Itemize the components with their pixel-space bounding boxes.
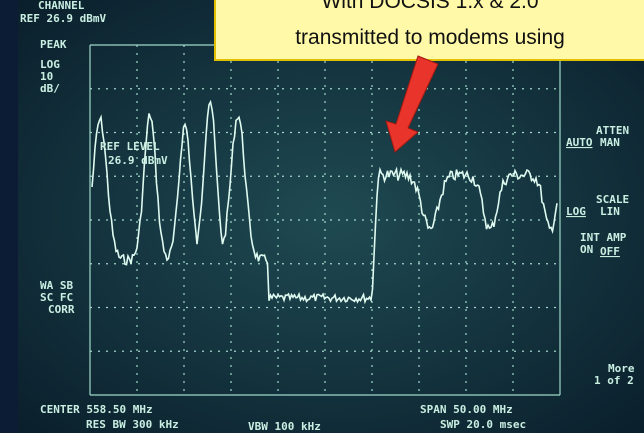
footer-text: CENTER 558.50 MHz bbox=[40, 403, 153, 416]
ref-level: REF LEVEL bbox=[100, 140, 160, 153]
softkey-option: LOG bbox=[566, 205, 586, 218]
softkey-option: MAN bbox=[600, 136, 620, 149]
callout-text: With DOCSIS 1.x & 2.0 bbox=[321, 0, 538, 13]
channel-label: CHANNEL bbox=[38, 0, 85, 12]
screen bbox=[18, 0, 644, 433]
footer-text: VBW 100 kHz bbox=[248, 420, 321, 433]
page: CHANNEL REF 26.9 dBmV PEAK LOG 10 dB/ RE… bbox=[0, 0, 644, 433]
softkey-option: ON bbox=[580, 243, 593, 256]
footer-text: RES BW 300 kHz bbox=[86, 418, 179, 431]
ref-label: REF 26.9 dBmV bbox=[20, 12, 106, 25]
softkey-option: 1 of 2 bbox=[594, 374, 634, 387]
callout-text: transmitted to modems using bbox=[295, 26, 565, 49]
left-label: dB/ bbox=[40, 82, 60, 95]
footer-text: SWP 20.0 msec bbox=[440, 418, 526, 431]
softkey-option: LIN bbox=[600, 205, 620, 218]
photo: CHANNEL REF 26.9 dBmV PEAK LOG 10 dB/ RE… bbox=[0, 0, 644, 433]
left-label: PEAK bbox=[40, 38, 67, 51]
softkey-option: AUTO bbox=[566, 136, 593, 149]
softkey-option: OFF bbox=[600, 245, 620, 258]
left-label: CORR bbox=[48, 303, 75, 316]
ref-level: 26.9 dBmV bbox=[108, 154, 168, 167]
footer-text: SPAN 50.00 MHz bbox=[420, 403, 513, 416]
